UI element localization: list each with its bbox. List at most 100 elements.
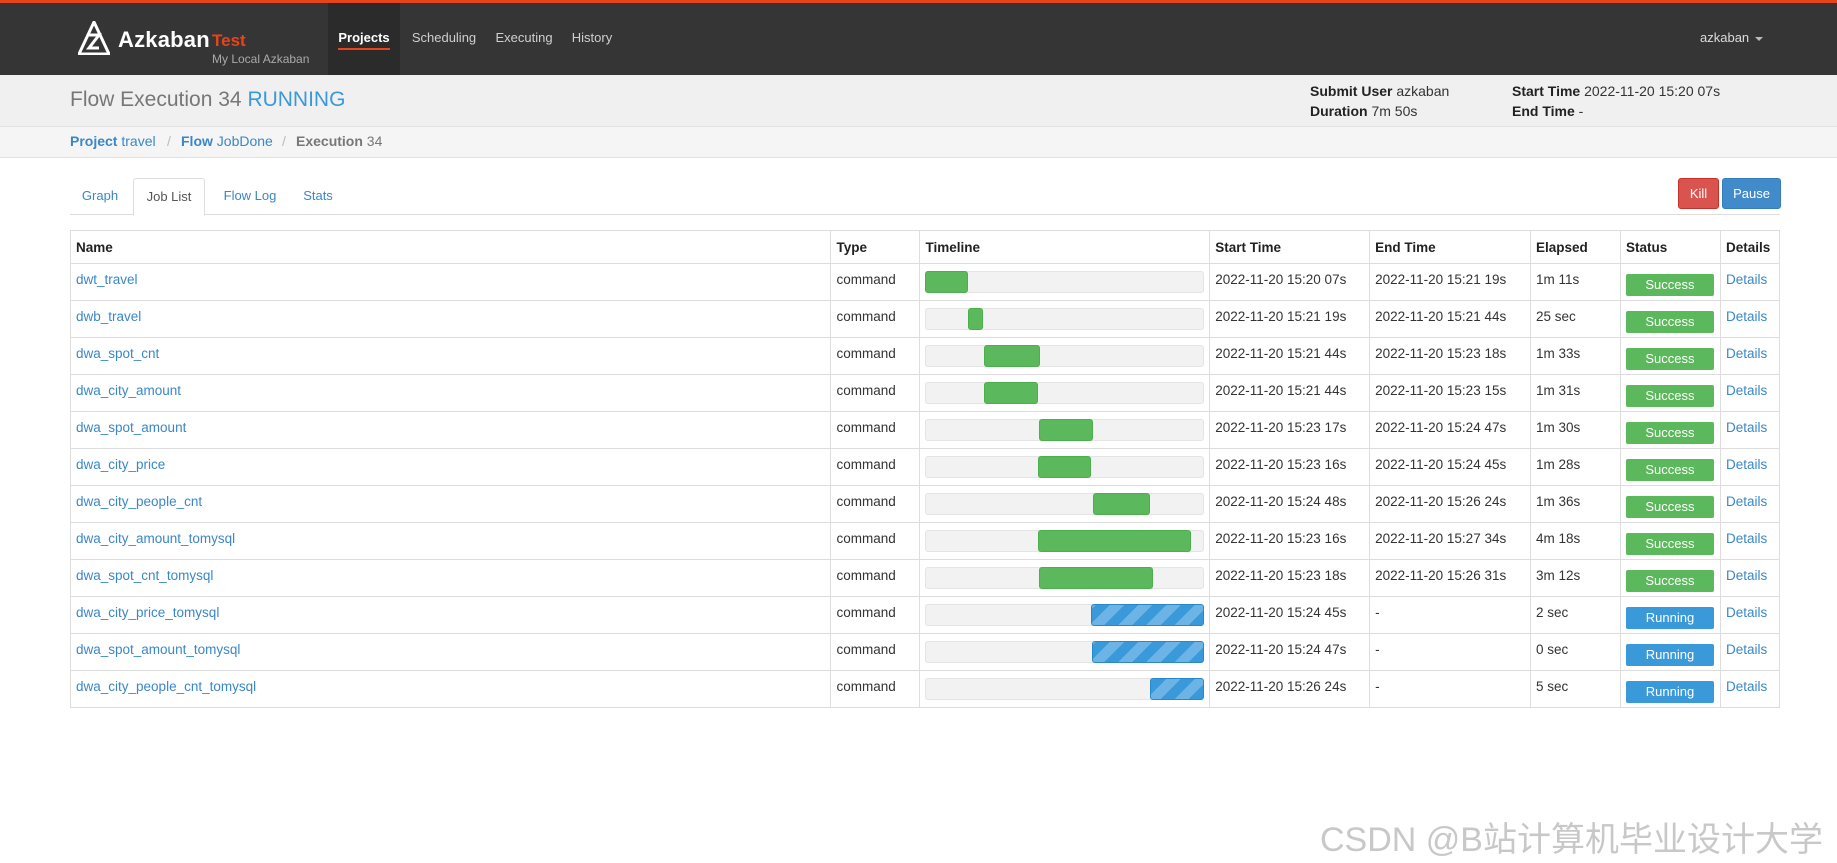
details-link[interactable]: Details bbox=[1725, 309, 1768, 324]
job-name-link[interactable]: dwa_city_people_cnt_tomysql bbox=[76, 679, 257, 694]
column-header-timeline: Timeline bbox=[919, 230, 1211, 264]
status-badge: Success bbox=[1625, 496, 1714, 518]
breadcrumb-project[interactable]: Project travel bbox=[70, 133, 156, 149]
table-row: dwa_city_people_cnt_tomysql command 2022-1… bbox=[69, 670, 1781, 708]
table-row: dwb_travel command 2022-11-20 15:21 19s 202… bbox=[69, 300, 1781, 338]
job-details-cell: Details bbox=[1719, 448, 1781, 486]
tab-graph[interactable]: Graph bbox=[81, 188, 119, 203]
job-details-cell: Details bbox=[1719, 633, 1781, 671]
timeline bbox=[925, 530, 1205, 552]
job-end-cell: 2022-11-20 15:27 34s bbox=[1369, 522, 1531, 560]
job-name-link[interactable]: dwa_spot_cnt bbox=[76, 346, 160, 361]
details-link[interactable]: Details bbox=[1725, 494, 1768, 509]
job-status-cell: Success bbox=[1619, 337, 1721, 375]
timeline-bar bbox=[984, 382, 1039, 404]
job-name-link[interactable]: dwa_city_people_cnt bbox=[76, 494, 203, 509]
nav-history[interactable]: History bbox=[571, 30, 613, 45]
job-type-cell: command bbox=[830, 559, 921, 597]
details-link[interactable]: Details bbox=[1725, 568, 1768, 583]
job-name-cell: dwa_spot_amount bbox=[69, 411, 832, 449]
breadcrumb-project-label: Project bbox=[70, 133, 118, 149]
job-details-cell: Details bbox=[1719, 374, 1781, 412]
job-name-cell: dwa_city_people_cnt_tomysql bbox=[69, 670, 832, 708]
job-name-link[interactable]: dwa_spot_cnt_tomysql bbox=[76, 568, 214, 583]
job-status-cell: Success bbox=[1619, 559, 1721, 597]
tab-bar: Graph Job List Flow Log Stats bbox=[70, 178, 1780, 216]
job-timeline-cell bbox=[919, 411, 1211, 449]
nav-executing[interactable]: Executing bbox=[495, 30, 553, 45]
flow-status: RUNNING bbox=[247, 88, 346, 111]
timeline bbox=[925, 604, 1205, 626]
user-menu[interactable]: azkaban bbox=[1700, 3, 1764, 75]
job-end-cell: 2022-11-20 15:21 19s bbox=[1369, 263, 1531, 301]
brand-subtitle: My Local Azkaban bbox=[212, 52, 310, 66]
timeline bbox=[925, 456, 1205, 478]
details-link[interactable]: Details bbox=[1725, 642, 1768, 657]
start-time-label: Start Time bbox=[1512, 83, 1581, 99]
job-status-cell: Success bbox=[1619, 411, 1721, 449]
table-header-row: Name Type Timeline Start Time End Time E… bbox=[69, 230, 1781, 264]
job-type-cell: command bbox=[830, 374, 921, 412]
accent-line bbox=[0, 0, 1837, 3]
job-timeline-cell bbox=[919, 596, 1211, 634]
details-link[interactable]: Details bbox=[1725, 346, 1768, 361]
breadcrumb-project-link[interactable]: travel bbox=[121, 133, 156, 149]
job-timeline-cell bbox=[919, 485, 1211, 523]
details-link[interactable]: Details bbox=[1725, 272, 1768, 287]
job-end-cell: - bbox=[1369, 670, 1531, 708]
job-timeline-cell bbox=[919, 300, 1211, 338]
breadcrumb-execution-label: Execution bbox=[296, 133, 363, 149]
job-name-link[interactable]: dwb_travel bbox=[76, 309, 142, 324]
submit-user-value: azkaban bbox=[1396, 83, 1450, 99]
timeline-bar bbox=[984, 345, 1041, 367]
job-status-cell: Running bbox=[1619, 670, 1721, 708]
column-header-details: Details bbox=[1719, 230, 1781, 264]
tab-stats[interactable]: Stats bbox=[303, 188, 333, 203]
breadcrumb-flow-link[interactable]: JobDone bbox=[216, 133, 273, 149]
start-time: Start Time 2022-11-20 15:20 07s bbox=[1512, 83, 1720, 99]
status-badge: Running bbox=[1625, 681, 1714, 703]
job-status-cell: Success bbox=[1619, 300, 1721, 338]
job-name-link[interactable]: dwa_spot_amount bbox=[76, 420, 187, 435]
job-end-cell: 2022-11-20 15:24 47s bbox=[1369, 411, 1531, 449]
job-name-link[interactable]: dwa_spot_amount_tomysql bbox=[76, 642, 241, 657]
job-timeline-cell bbox=[919, 559, 1211, 597]
timeline-track bbox=[925, 308, 1205, 330]
job-elapsed-cell: 1m 33s bbox=[1530, 337, 1621, 375]
job-table-body: dwt_travel command 2022-11-20 15:20 07s 202… bbox=[69, 263, 1781, 708]
details-link[interactable]: Details bbox=[1725, 679, 1768, 694]
kill-button[interactable]: Kill bbox=[1678, 178, 1719, 209]
job-name-link[interactable]: dwa_city_amount bbox=[76, 383, 182, 398]
job-name-cell: dwa_city_price_tomysql bbox=[69, 596, 832, 634]
job-status-cell: Success bbox=[1619, 522, 1721, 560]
job-timeline-cell bbox=[919, 263, 1211, 301]
tab-job-list[interactable]: Job List bbox=[133, 178, 205, 216]
nav-projects[interactable]: Projects bbox=[328, 3, 400, 75]
timeline-bar bbox=[1150, 678, 1205, 700]
pause-button[interactable]: Pause bbox=[1722, 178, 1781, 209]
job-name-link[interactable]: dwa_city_price_tomysql bbox=[76, 605, 220, 620]
status-badge: Success bbox=[1625, 459, 1714, 481]
job-end-cell: 2022-11-20 15:23 18s bbox=[1369, 337, 1531, 375]
azkaban-logo-icon bbox=[78, 21, 110, 55]
job-name-link[interactable]: dwt_travel bbox=[76, 272, 138, 287]
job-details-cell: Details bbox=[1719, 559, 1781, 597]
details-link[interactable]: Details bbox=[1725, 531, 1768, 546]
table-row: dwa_city_amount command 2022-11-20 15:21 4… bbox=[69, 374, 1781, 412]
details-link[interactable]: Details bbox=[1725, 383, 1768, 398]
job-name-link[interactable]: dwa_city_amount_tomysql bbox=[76, 531, 236, 546]
job-start-cell: 2022-11-20 15:24 47s bbox=[1209, 633, 1371, 671]
job-name-link[interactable]: dwa_city_price bbox=[76, 457, 166, 472]
breadcrumb-flow[interactable]: Flow JobDone bbox=[181, 133, 273, 149]
status-badge: Running bbox=[1625, 644, 1714, 666]
details-link[interactable]: Details bbox=[1725, 605, 1768, 620]
job-status-cell: Success bbox=[1619, 263, 1721, 301]
brand-name[interactable]: Azkaban bbox=[118, 27, 210, 52]
job-type-cell: command bbox=[830, 411, 921, 449]
details-link[interactable]: Details bbox=[1725, 420, 1768, 435]
nav-scheduling[interactable]: Scheduling bbox=[411, 30, 477, 45]
tab-flow-log[interactable]: Flow Log bbox=[223, 188, 277, 203]
job-elapsed-cell: 3m 12s bbox=[1530, 559, 1621, 597]
details-link[interactable]: Details bbox=[1725, 457, 1768, 472]
job-table: Name Type Timeline Start Time End Time E… bbox=[69, 230, 1781, 708]
